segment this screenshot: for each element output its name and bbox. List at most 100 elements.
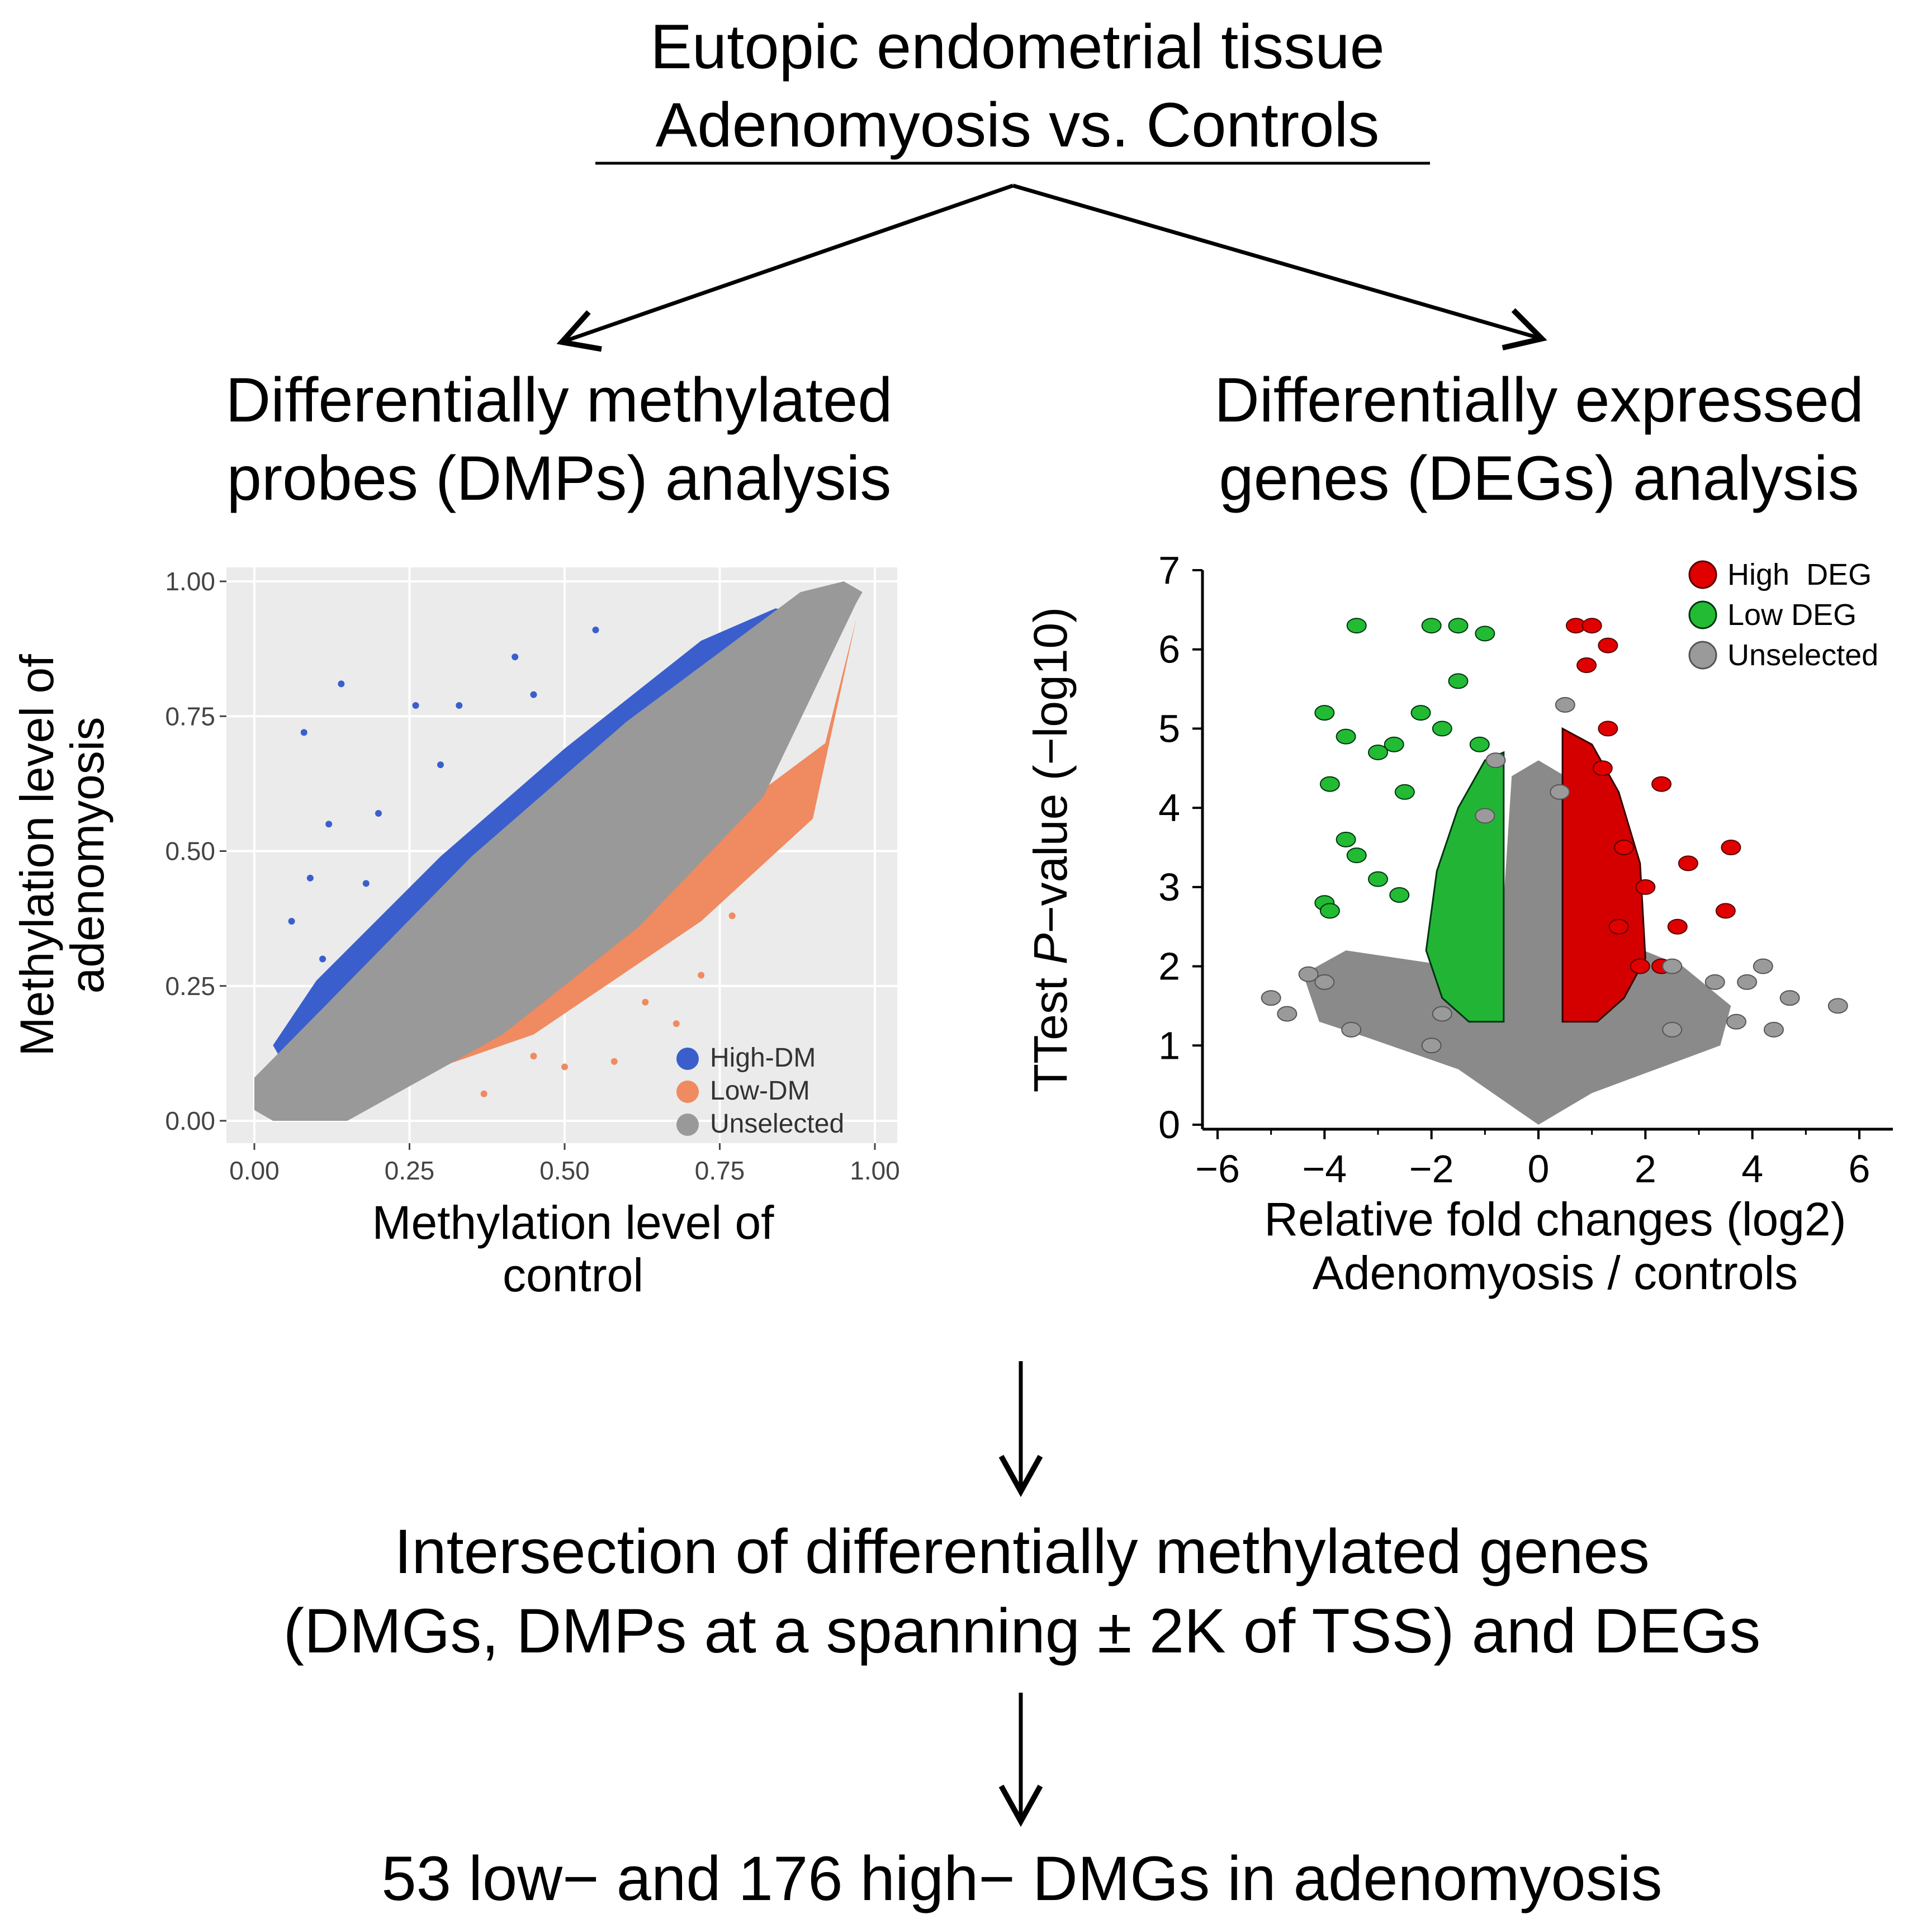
deg-point bbox=[1421, 618, 1442, 634]
deg-point bbox=[1421, 1038, 1442, 1054]
deg-x-tick-label: −4 bbox=[1302, 1147, 1347, 1191]
dmp-point bbox=[673, 1020, 680, 1027]
legend-marker-unselected bbox=[676, 1114, 699, 1136]
legend-label-low-dm: Low-DM bbox=[710, 1076, 810, 1106]
arrow-to-dmp bbox=[556, 183, 1014, 352]
deg-point bbox=[1469, 736, 1490, 752]
legend-marker-high-dm bbox=[676, 1048, 699, 1070]
deg-point bbox=[1298, 966, 1319, 982]
deg-point bbox=[1384, 736, 1404, 752]
dmp-point bbox=[610, 1058, 618, 1065]
deg-point bbox=[1277, 1006, 1298, 1022]
dmp-point bbox=[456, 702, 463, 709]
dmp-heading-line-1: Differentially methylated bbox=[225, 365, 893, 435]
deg-point bbox=[1475, 626, 1495, 642]
legend-label-high-deg: High DEG bbox=[1727, 558, 1872, 591]
legend-marker-unselected bbox=[1688, 641, 1717, 670]
dmp-point bbox=[480, 1090, 487, 1097]
deg-point bbox=[1336, 728, 1356, 745]
deg-point bbox=[1763, 1021, 1784, 1038]
deg-point bbox=[1346, 618, 1367, 634]
deg-volcano-chart: −6 −4 −2 0 2 4 6 0 1 2 3 4 5 6 7 High DEG Low DEG Unse… bbox=[1024, 548, 1893, 1299]
dmp-point bbox=[437, 761, 444, 769]
dmp-heading-line-2: probes (DMPs) analysis bbox=[226, 443, 892, 513]
deg-point bbox=[1394, 784, 1415, 800]
deg-heading-line-1: Differentially expressed bbox=[1214, 365, 1864, 435]
dmp-x-label-line-1: Methylation level of bbox=[372, 1196, 774, 1249]
deg-point bbox=[1592, 760, 1613, 776]
deg-x-tick-label: 2 bbox=[1635, 1147, 1656, 1191]
unselected-cloud bbox=[1303, 760, 1731, 1125]
deg-point bbox=[1368, 871, 1388, 887]
dmp-point bbox=[306, 874, 314, 882]
dmp-point bbox=[561, 1063, 568, 1070]
legend-label-unselected: Unselected bbox=[710, 1109, 844, 1139]
dmp-y-tick-label: 0.00 bbox=[165, 1106, 215, 1135]
deg-point bbox=[1651, 776, 1672, 792]
deg-y-tick-label: 6 bbox=[1158, 628, 1180, 671]
result-text: 53 low− and 176 high− DMGs in adenomyosi… bbox=[381, 1844, 1663, 1913]
arrow-to-deg bbox=[1012, 183, 1547, 350]
deg-point bbox=[1485, 752, 1506, 769]
deg-point bbox=[1678, 855, 1698, 871]
deg-point bbox=[1667, 918, 1688, 935]
deg-point bbox=[1726, 1013, 1746, 1030]
deg-point bbox=[1715, 903, 1736, 919]
legend-label-low-deg: Low DEG bbox=[1727, 598, 1857, 632]
deg-point bbox=[1608, 918, 1629, 935]
deg-x-tick-label: 0 bbox=[1528, 1147, 1550, 1191]
deg-heading-line-2: genes (DEGs) analysis bbox=[1219, 443, 1859, 513]
deg-point bbox=[1336, 831, 1356, 847]
intersection-line-2: (DMGs, DMPs at a spanning ± 2K of TSS) a… bbox=[283, 1596, 1761, 1666]
deg-y-tick-label: 2 bbox=[1158, 945, 1180, 988]
deg-legend: High DEG Low DEG Unselected bbox=[1688, 558, 1878, 672]
legend-marker-low-dm bbox=[676, 1081, 699, 1103]
dmp-point bbox=[319, 955, 326, 963]
dmp-point bbox=[698, 972, 705, 979]
deg-point bbox=[1314, 974, 1335, 990]
deg-point bbox=[1550, 784, 1570, 800]
dmp-point bbox=[766, 847, 773, 855]
dmp-point bbox=[300, 729, 307, 736]
legend-label-high-dm: High-DM bbox=[710, 1043, 816, 1073]
legend-marker-low-deg bbox=[1688, 600, 1717, 629]
low-deg-cluster bbox=[1425, 751, 1505, 1023]
deg-point bbox=[1576, 657, 1597, 674]
high-deg-cluster bbox=[1561, 727, 1646, 1023]
deg-point bbox=[1432, 1006, 1452, 1022]
deg-point bbox=[1368, 744, 1388, 760]
dmp-x-tick-label: 0.50 bbox=[539, 1156, 590, 1185]
intersection-line-1: Intersection of differentially methylate… bbox=[394, 1517, 1650, 1586]
deg-y-tick-label: 0 bbox=[1158, 1103, 1180, 1147]
low-dm-band bbox=[347, 619, 856, 1100]
deg-x-label-line-2: Adenomyosis / controls bbox=[1313, 1247, 1798, 1299]
dmp-x-tick-label: 0.75 bbox=[695, 1156, 745, 1185]
dmp-point bbox=[338, 680, 345, 688]
dmp-point bbox=[530, 691, 537, 698]
dmp-x-tick-label: 0.25 bbox=[385, 1156, 435, 1185]
deg-point bbox=[1704, 974, 1725, 990]
dmp-point bbox=[412, 702, 419, 709]
deg-x-tick-label: 6 bbox=[1849, 1147, 1871, 1191]
dmp-point bbox=[592, 626, 599, 633]
dmp-x-label-line-2: control bbox=[503, 1249, 643, 1301]
deg-point bbox=[1448, 618, 1469, 634]
deg-point bbox=[1341, 1021, 1362, 1038]
dmp-point bbox=[375, 809, 382, 817]
legend-marker-high-deg bbox=[1688, 560, 1717, 589]
dmp-y-label-line-2: adenomyosis bbox=[61, 717, 113, 994]
deg-x-tick-label: −2 bbox=[1409, 1147, 1454, 1191]
dmp-y-tick-label: 1.00 bbox=[165, 567, 215, 596]
deg-point bbox=[1581, 618, 1602, 634]
deg-point bbox=[1721, 840, 1741, 855]
title-line-1: Eutopic endometrial tissue bbox=[650, 12, 1385, 82]
deg-point bbox=[1635, 879, 1656, 895]
deg-point bbox=[1827, 998, 1848, 1014]
legend-label-unselected: Unselected bbox=[1727, 638, 1878, 672]
dmp-point bbox=[797, 821, 804, 828]
dmp-point bbox=[530, 1053, 537, 1060]
dmp-y-tick-label: 0.25 bbox=[165, 972, 215, 1001]
deg-point bbox=[1314, 705, 1335, 721]
dmp-y-tick-label: 0.50 bbox=[165, 837, 215, 866]
deg-y-label: TTest P−value (−log10) bbox=[1024, 607, 1077, 1092]
